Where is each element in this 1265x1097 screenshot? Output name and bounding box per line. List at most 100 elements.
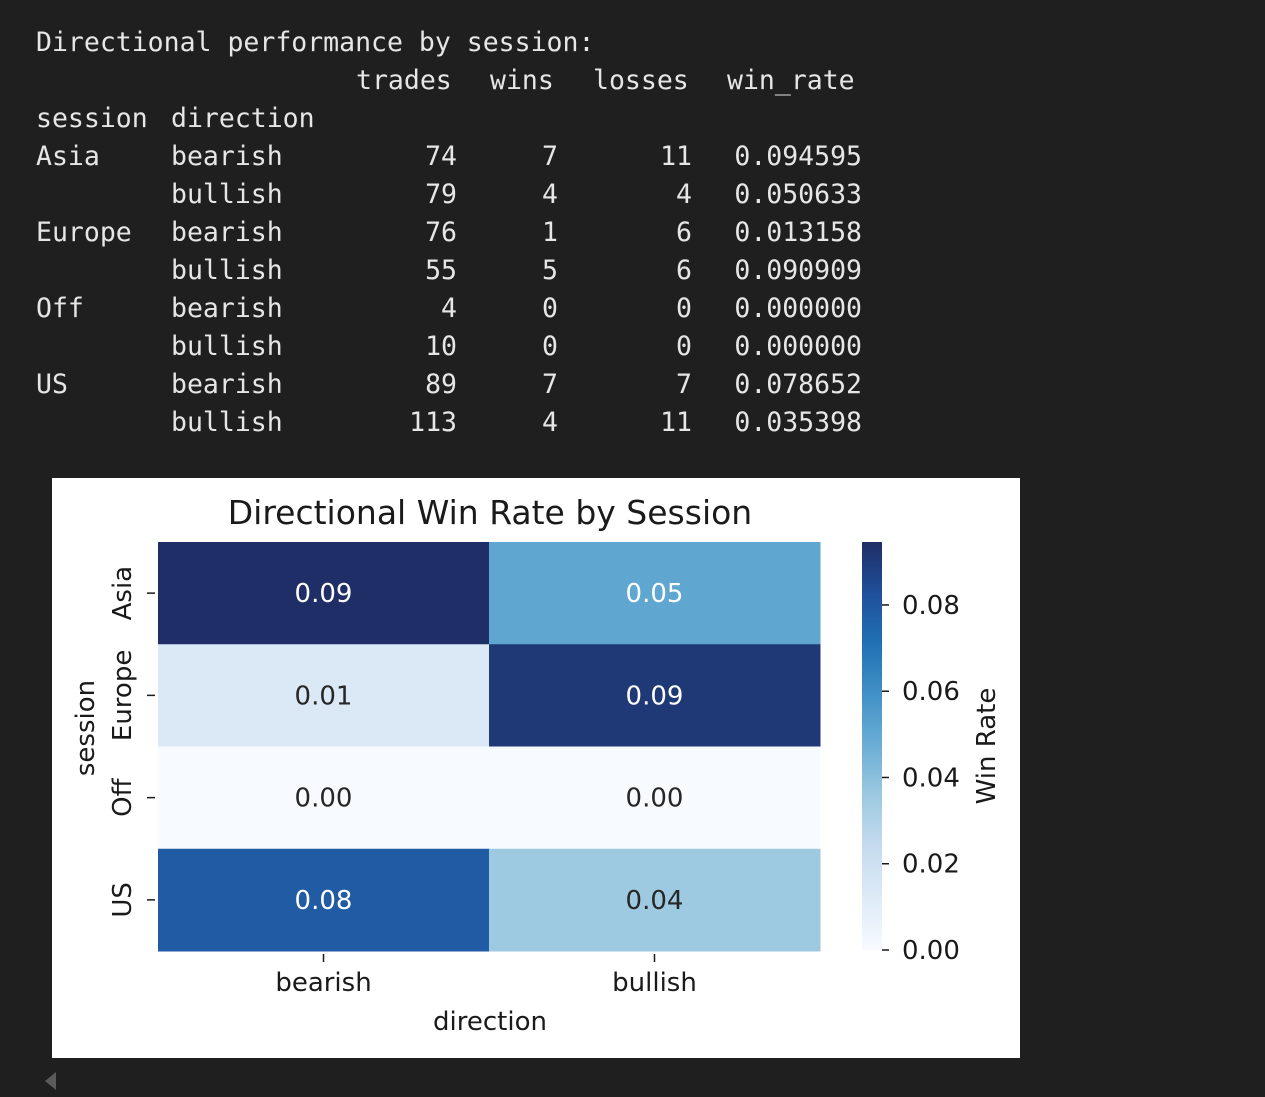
heatmap-cell	[158, 542, 490, 645]
cell-direction: bearish	[171, 217, 283, 248]
heatmap-cell	[158, 848, 490, 952]
cell-win-rate: 0.000000	[734, 293, 862, 324]
table-row: bullish 113 4 11 0.035398	[36, 404, 862, 442]
table-row: Asia bearish 74 7 11 0.094595	[36, 138, 862, 176]
cell-win-rate: 0.090909	[734, 255, 862, 286]
cell-annotation: 0.09	[295, 579, 353, 609]
cell-losses: 4	[676, 179, 692, 210]
index-header-row: session direction	[36, 100, 594, 138]
heatmap-figure: Directional Win Rate by Session 0.09 0.05…	[52, 478, 1020, 1058]
cell-direction: bearish	[171, 293, 283, 324]
cell-wins: 7	[542, 141, 558, 172]
index-name-direction: direction	[171, 103, 315, 134]
cell-trades: 4	[441, 293, 457, 324]
cell-direction: bullish	[171, 407, 283, 438]
table-row: US bearish 89 7 7 0.078652	[36, 366, 862, 404]
cell-win-rate: 0.094595	[734, 141, 862, 172]
cell-direction: bearish	[171, 369, 283, 400]
heatmap-cells: 0.09 0.05 0.01 0.09 0.00 0.00 0.08 0.04	[158, 542, 821, 952]
cell-direction: bearish	[171, 141, 283, 172]
colorbar-tick-label: 0.00	[902, 936, 960, 966]
cell-trades: 89	[425, 369, 457, 400]
console-output: Directional performance by session: trad…	[36, 24, 862, 442]
cell-trades: 55	[425, 255, 457, 286]
cell-trades: 79	[425, 179, 457, 210]
table-row: bullish 79 4 4 0.050633	[36, 176, 862, 214]
y-axis-label: session	[71, 680, 101, 776]
table-header-row: trades wins losses win_rate	[36, 62, 855, 100]
cell-annotation: 0.08	[295, 886, 353, 916]
colorbar-tick-label: 0.04	[902, 763, 960, 793]
table-row: bullish 55 5 6 0.090909	[36, 252, 862, 290]
cell-annotation: 0.00	[295, 784, 353, 814]
cell-session: Off	[36, 293, 84, 324]
heatmap-cell	[158, 746, 490, 850]
cell-losses: 6	[676, 217, 692, 248]
table-row: Off bearish 4 0 0 0.000000	[36, 290, 862, 328]
heatmap-chart: Directional Win Rate by Session 0.09 0.05…	[71, 493, 1002, 1037]
cell-wins: 7	[542, 369, 558, 400]
cell-annotation: 0.09	[626, 681, 684, 711]
cell-trades: 74	[425, 141, 457, 172]
cell-win-rate: 0.000000	[734, 331, 862, 362]
cell-trades: 10	[425, 331, 457, 362]
table-row: bullish 10 0 0 0.000000	[36, 328, 862, 366]
cell-session: Asia	[36, 141, 100, 172]
index-name-session: session	[36, 103, 148, 134]
column-header-losses: losses	[593, 65, 689, 96]
cell-wins: 5	[542, 255, 558, 286]
console-title: Directional performance by session:	[36, 27, 595, 58]
cell-wins: 0	[542, 331, 558, 362]
cell-win-rate: 0.050633	[734, 179, 862, 210]
heatmap-cell	[489, 746, 821, 850]
scroll-left-arrow-icon[interactable]	[45, 1072, 56, 1090]
heatmap-cell	[489, 644, 821, 747]
colorbar	[862, 542, 882, 950]
colorbar-tick-label: 0.08	[902, 591, 960, 621]
cell-wins: 0	[542, 293, 558, 324]
y-tick-label: Europe	[108, 650, 138, 741]
heatmap-cell	[158, 644, 490, 747]
colorbar-label: Win Rate	[972, 688, 1002, 805]
x-axis-label: direction	[433, 1007, 547, 1037]
x-tick-label: bearish	[275, 968, 371, 998]
colorbar-tick-label: 0.02	[902, 850, 960, 880]
cell-annotation: 0.04	[626, 886, 684, 916]
column-header-trades: trades	[356, 65, 452, 96]
cell-annotation: 0.05	[626, 579, 684, 609]
cell-losses: 0	[676, 293, 692, 324]
axis-ticks: bearish bullish Asia Europe Off US	[108, 566, 697, 998]
cell-wins: 1	[542, 217, 558, 248]
cell-losses: 7	[676, 369, 692, 400]
column-header-wins: wins	[490, 65, 554, 96]
y-tick-label: US	[108, 882, 138, 918]
table-body: Asia bearish 74 7 11 0.094595 bullish 79 4 4 0.050…	[36, 138, 862, 442]
cell-annotation: 0.00	[626, 784, 684, 814]
cell-win-rate: 0.035398	[734, 407, 862, 438]
cell-losses: 0	[676, 331, 692, 362]
y-tick-label: Off	[108, 777, 138, 816]
colorbar-ticks: 0.00 0.02 0.04 0.06 0.08	[882, 591, 960, 966]
cell-session: Europe	[36, 217, 132, 248]
heatmap-cell	[489, 542, 821, 645]
y-tick-label: Asia	[108, 566, 138, 621]
chart-title: Directional Win Rate by Session	[228, 493, 752, 532]
cell-losses: 11	[660, 407, 692, 438]
cell-wins: 4	[542, 407, 558, 438]
cell-losses: 6	[676, 255, 692, 286]
heatmap-cell	[489, 848, 821, 952]
cell-trades: 113	[409, 407, 457, 438]
cell-session: US	[36, 369, 68, 400]
cell-win-rate: 0.013158	[734, 217, 862, 248]
cell-losses: 11	[660, 141, 692, 172]
table-row: Europe bearish 76 1 6 0.013158	[36, 214, 862, 252]
colorbar-tick-label: 0.06	[902, 677, 960, 707]
x-tick-label: bullish	[612, 968, 697, 998]
cell-annotation: 0.01	[295, 681, 353, 711]
cell-direction: bullish	[171, 179, 283, 210]
cell-win-rate: 0.078652	[734, 369, 862, 400]
column-header-win-rate: win_rate	[727, 65, 855, 96]
cell-direction: bullish	[171, 331, 283, 362]
cell-direction: bullish	[171, 255, 283, 286]
cell-wins: 4	[542, 179, 558, 210]
